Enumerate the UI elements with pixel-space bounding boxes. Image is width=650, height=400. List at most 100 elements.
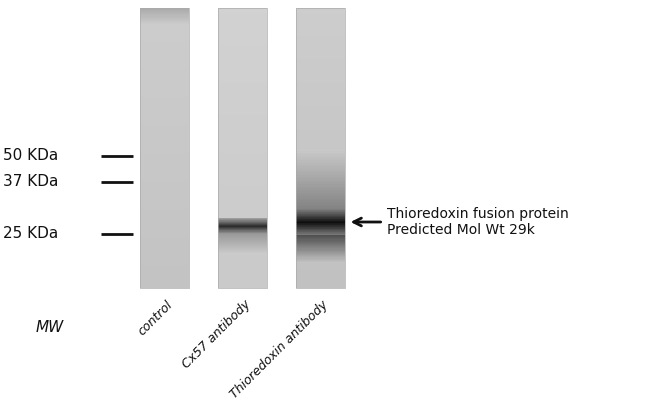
Bar bbox=[296, 22, 344, 27]
Bar bbox=[218, 50, 266, 55]
Bar bbox=[296, 255, 344, 260]
Bar bbox=[296, 186, 344, 187]
Bar bbox=[218, 245, 266, 246]
Bar bbox=[296, 214, 344, 215]
Bar bbox=[218, 153, 266, 157]
Bar bbox=[296, 185, 344, 190]
Bar bbox=[218, 229, 266, 230]
Bar bbox=[140, 209, 188, 213]
Bar bbox=[296, 174, 344, 175]
Bar bbox=[296, 171, 344, 172]
Bar bbox=[218, 220, 266, 221]
Bar bbox=[218, 243, 266, 244]
Bar bbox=[296, 190, 344, 191]
Bar bbox=[218, 69, 266, 73]
Bar bbox=[140, 195, 188, 199]
Bar bbox=[296, 215, 344, 216]
Bar bbox=[218, 157, 266, 162]
Bar bbox=[218, 247, 266, 248]
Bar bbox=[296, 204, 344, 209]
Bar bbox=[296, 251, 344, 255]
Bar bbox=[140, 18, 188, 19]
Bar bbox=[140, 269, 188, 274]
Bar bbox=[218, 239, 266, 240]
Bar bbox=[296, 165, 344, 166]
Bar bbox=[296, 180, 344, 181]
Bar bbox=[296, 242, 344, 243]
Bar bbox=[296, 213, 344, 218]
Bar bbox=[296, 92, 344, 97]
Bar bbox=[296, 253, 344, 254]
Bar bbox=[218, 59, 266, 64]
Bar bbox=[218, 248, 266, 250]
Bar bbox=[218, 238, 266, 239]
Bar bbox=[296, 220, 344, 221]
Bar bbox=[296, 232, 344, 233]
Bar bbox=[296, 181, 344, 185]
Text: control: control bbox=[135, 298, 175, 338]
Bar bbox=[296, 235, 344, 236]
Text: 37 KDa: 37 KDa bbox=[3, 174, 58, 190]
Bar bbox=[296, 115, 344, 120]
Bar bbox=[218, 222, 266, 223]
Bar bbox=[140, 134, 188, 139]
Bar bbox=[218, 162, 266, 167]
Bar bbox=[140, 283, 188, 288]
Bar bbox=[296, 226, 344, 227]
Bar bbox=[140, 129, 188, 134]
Bar bbox=[218, 213, 266, 218]
Bar bbox=[296, 139, 344, 143]
Bar bbox=[218, 260, 266, 265]
Bar bbox=[140, 265, 188, 269]
Bar bbox=[296, 178, 344, 180]
Bar bbox=[218, 8, 266, 288]
Bar bbox=[140, 69, 188, 73]
Bar bbox=[296, 41, 344, 45]
Bar bbox=[296, 228, 344, 229]
Bar bbox=[218, 176, 266, 181]
Bar bbox=[218, 129, 266, 134]
Bar bbox=[218, 237, 266, 238]
Bar bbox=[218, 106, 266, 111]
Bar bbox=[218, 224, 266, 225]
Bar bbox=[218, 73, 266, 78]
Bar bbox=[296, 269, 344, 274]
Bar bbox=[140, 167, 188, 171]
Bar bbox=[218, 274, 266, 279]
Bar bbox=[218, 190, 266, 195]
Bar bbox=[218, 17, 266, 22]
Bar bbox=[296, 241, 344, 246]
Bar bbox=[218, 209, 266, 213]
Bar bbox=[218, 232, 266, 237]
Bar bbox=[140, 251, 188, 255]
Bar bbox=[140, 171, 188, 176]
Bar bbox=[296, 279, 344, 283]
Bar bbox=[296, 184, 344, 186]
Bar bbox=[218, 221, 266, 222]
Bar bbox=[140, 11, 188, 12]
Bar bbox=[140, 241, 188, 246]
Bar bbox=[140, 185, 188, 190]
Bar bbox=[296, 17, 344, 22]
Bar bbox=[140, 204, 188, 209]
Bar bbox=[296, 154, 344, 156]
Bar bbox=[218, 31, 266, 36]
Bar bbox=[296, 157, 344, 162]
Bar bbox=[218, 227, 266, 232]
Bar bbox=[140, 41, 188, 45]
Bar bbox=[296, 255, 344, 256]
Bar bbox=[296, 208, 344, 209]
Bar bbox=[296, 222, 344, 223]
Bar bbox=[218, 231, 266, 232]
Bar bbox=[218, 139, 266, 143]
Bar bbox=[218, 181, 266, 185]
Bar bbox=[140, 12, 188, 13]
Bar bbox=[140, 148, 188, 153]
Bar bbox=[140, 19, 188, 20]
Bar bbox=[140, 20, 188, 21]
Bar bbox=[140, 111, 188, 115]
Bar bbox=[218, 143, 266, 148]
Bar bbox=[140, 176, 188, 181]
Bar bbox=[140, 13, 188, 17]
Bar bbox=[296, 188, 344, 190]
